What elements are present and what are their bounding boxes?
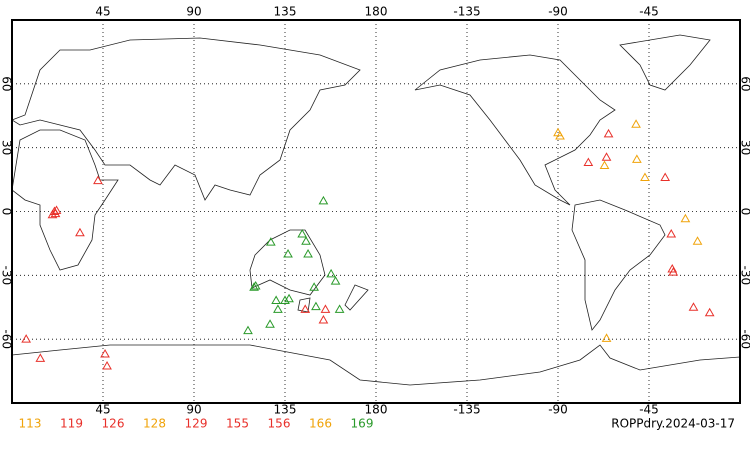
x-tick-label-bottom: -45 [639,403,659,417]
observation-marker [319,316,327,323]
observation-marker [22,335,30,342]
observation-marker [274,305,282,312]
y-tick-label-left: 60 [0,76,14,91]
legend-entry: 128 [143,417,166,431]
x-tick-label-bottom: -90 [548,403,568,417]
legend-entry: 129 [185,417,208,431]
observation-marker [332,277,340,284]
observation-marker [298,230,306,237]
y-tick-label-right: 60 [739,76,750,91]
x-tick-label-top: -135 [453,5,480,19]
observation-marker [244,327,252,334]
observation-marker [661,173,669,180]
x-tick-label-bottom: 45 [95,403,110,417]
observation-marker [584,159,592,166]
observation-marker [605,130,613,137]
y-tick-label-right: 0 [739,208,750,216]
observation-marker [603,334,611,341]
observation-marker [632,120,640,127]
x-tick-label-top: -90 [548,5,568,19]
x-tick-label-top: 135 [274,5,297,19]
observation-marker [706,309,714,316]
x-tick-label-top: 180 [365,5,388,19]
observation-marker [76,229,84,236]
observation-marker [327,270,335,277]
legend-entry: 113 [19,417,42,431]
x-tick-label-bottom: -135 [453,403,480,417]
observation-marker [266,320,274,327]
x-tick-label-top: -45 [639,5,659,19]
observation-marker [302,237,310,244]
legend-entry: 155 [226,417,249,431]
observation-marker [103,362,111,369]
x-tick-label-bottom: 135 [274,403,297,417]
y-tick-label-right: 30 [739,140,750,155]
observation-marker [321,305,329,312]
map-title: ROPPdry.2024-03-17 [611,417,735,431]
legend-entry: 119 [60,417,83,431]
legend-entry: 169 [351,417,374,431]
y-tick-label-right: -60 [739,329,750,349]
observation-marker [36,354,44,361]
observation-marker [101,350,109,357]
observation-marker [667,230,675,237]
observation-marker [689,303,697,310]
observation-marker [312,303,320,310]
observation-marker [681,215,689,222]
observation-marker [601,162,609,169]
observation-marker [641,173,649,180]
legend-entry: 126 [102,417,125,431]
legend-entry: 156 [268,417,291,431]
legend-entry: 166 [309,417,332,431]
y-tick-label-left: -60 [0,329,14,349]
observation-marker [694,237,702,244]
y-tick-label-right: -30 [739,266,750,286]
observation-marker [319,197,327,204]
observation-marker [272,296,280,303]
observation-marker [336,305,344,312]
x-tick-label-bottom: 90 [186,403,201,417]
y-tick-label-left: -30 [0,266,14,286]
x-tick-label-bottom: 180 [365,403,388,417]
y-tick-label-left: 0 [0,208,14,216]
x-tick-label-top: 45 [95,5,110,19]
x-tick-label-top: 90 [186,5,201,19]
observation-marker [304,250,312,257]
observation-marker [603,153,611,160]
observation-marker [633,155,641,162]
y-tick-label-left: 30 [0,140,14,155]
